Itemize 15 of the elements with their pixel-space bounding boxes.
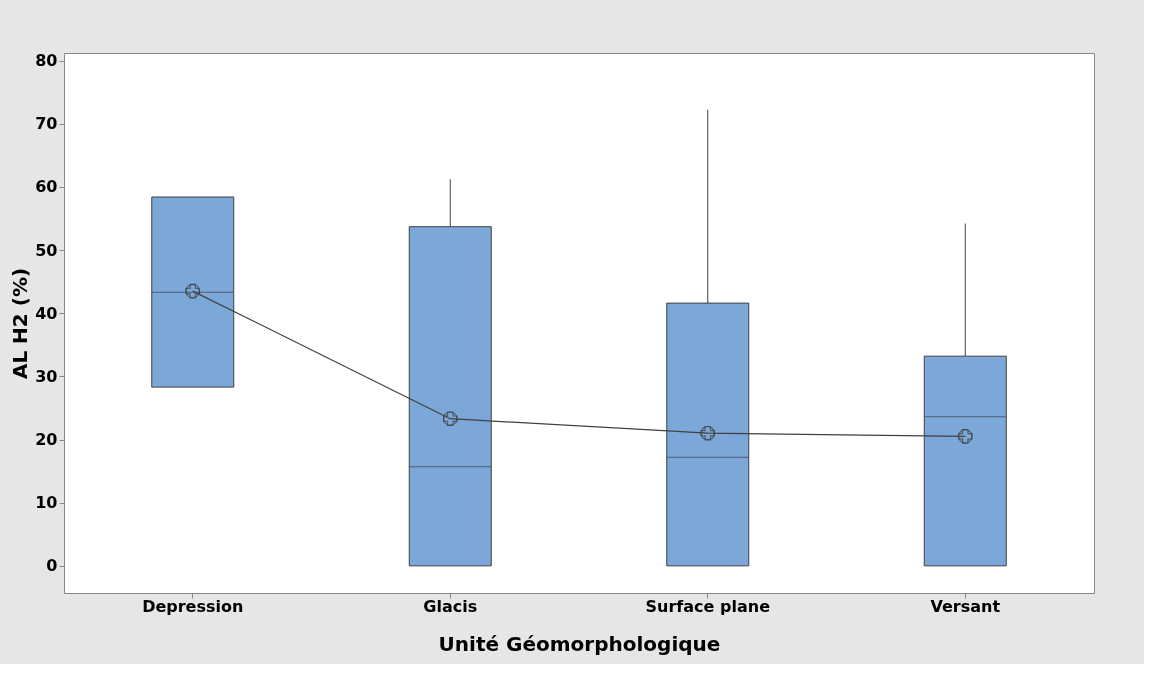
y-tick-label: 0: [46, 556, 58, 576]
y-axis-title: AL H2 (%): [8, 267, 33, 380]
y-tick-label: 10: [35, 493, 58, 513]
x-tick-label: Versant: [930, 596, 1001, 616]
y-tick-label: 40: [35, 303, 58, 323]
y-tick-label: 30: [35, 366, 58, 386]
x-axis-title: Unité Géomorphologique: [438, 631, 721, 656]
y-tick-label: 20: [35, 430, 58, 450]
y-tick-label: 60: [35, 177, 58, 197]
y-tick-label: 70: [35, 114, 58, 134]
y-tick-label: 80: [35, 51, 58, 71]
x-tick-label: Surface plane: [645, 596, 771, 616]
x-tick-label: Depression: [142, 596, 244, 616]
y-tick-label: 50: [35, 240, 58, 260]
x-tick-label: Glacis: [423, 596, 478, 616]
